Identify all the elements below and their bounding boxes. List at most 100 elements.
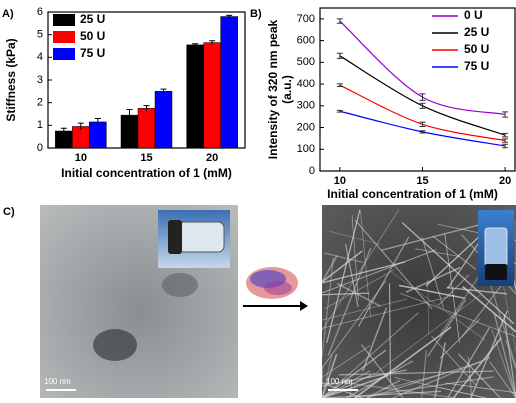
- fiber: [446, 286, 508, 295]
- fiber: [323, 252, 364, 264]
- bar: [89, 121, 107, 149]
- fiber: [489, 361, 516, 399]
- legend-label: 50 U: [80, 29, 105, 43]
- fiber: [321, 374, 389, 399]
- fiber: [321, 255, 338, 283]
- error-bar: [502, 138, 509, 143]
- axis-frame: [319, 7, 516, 172]
- legend-label: 25 U: [80, 12, 105, 26]
- x-axis-title: Initial concentration of 1 (mM): [61, 166, 232, 180]
- fiber: [458, 353, 501, 399]
- x-tick-label: 15: [416, 175, 428, 187]
- fiber: [366, 361, 482, 399]
- fiber: [321, 374, 372, 399]
- legend-swatch: [53, 48, 75, 60]
- fiber: [329, 230, 381, 245]
- legend-label: 50 U: [464, 42, 489, 56]
- fiber: [432, 235, 477, 270]
- fiber: [437, 274, 470, 306]
- bar: [220, 16, 238, 149]
- fiber: [398, 284, 466, 299]
- bar: [137, 108, 156, 149]
- fiber: [505, 339, 516, 369]
- x-tick-label: 15: [140, 152, 152, 164]
- y-tick-label: 700: [297, 13, 315, 25]
- y-tick-label: 3: [37, 74, 43, 86]
- fiber: [382, 372, 445, 391]
- error-bar: [502, 111, 509, 118]
- error-bar: [336, 109, 343, 113]
- y-axis-title: Stiffness (kPa): [4, 38, 18, 121]
- fiber: [503, 314, 516, 399]
- legend-label: 75 U: [464, 59, 489, 73]
- error-bar: [419, 121, 426, 127]
- fiber: [321, 298, 408, 321]
- y-axis-title: (a.u.): [280, 75, 294, 104]
- fiber: [327, 247, 372, 356]
- fiber: [360, 344, 404, 399]
- error-bar: [160, 88, 167, 94]
- fiber: [415, 248, 461, 257]
- y-tick-label: 500: [297, 56, 315, 68]
- fiber: [381, 224, 479, 251]
- legend-swatch: [53, 31, 75, 43]
- fiber: [447, 327, 490, 399]
- fiber: [452, 337, 502, 399]
- bar: [186, 44, 204, 149]
- fiber: [434, 342, 446, 399]
- fiber: [390, 271, 486, 341]
- error-bar: [143, 105, 150, 112]
- fiber: [324, 390, 442, 399]
- y-tick-label: 2: [37, 97, 43, 109]
- fiber: [392, 356, 491, 399]
- error-bar: [77, 122, 84, 130]
- vial-cap: [485, 264, 507, 280]
- x-tick-label: 10: [75, 152, 87, 164]
- fiber: [439, 318, 480, 359]
- fiber: [321, 370, 371, 399]
- panel-label: C): [3, 206, 15, 218]
- fiber: [400, 292, 516, 338]
- vial: [484, 227, 508, 267]
- y-tick-label: 6: [37, 6, 43, 18]
- fiber: [321, 250, 363, 283]
- scale-bar-label: 100 nm: [44, 377, 71, 386]
- fiber: [421, 236, 444, 308]
- legend-label: 0 U: [464, 8, 483, 22]
- fiber: [360, 210, 371, 318]
- enzyme: [246, 267, 298, 299]
- fiber: [336, 282, 382, 308]
- error-bar: [419, 93, 426, 101]
- fiber: [445, 382, 516, 394]
- fiber: [427, 279, 429, 335]
- y-tick-label: 400: [297, 78, 315, 90]
- fiber: [361, 307, 388, 372]
- vial: [177, 221, 225, 253]
- y-tick-label: 1: [37, 119, 43, 131]
- fiber: [321, 294, 455, 329]
- error-bar: [336, 83, 343, 87]
- vial-cap: [168, 220, 182, 254]
- fiber: [467, 356, 473, 399]
- fiber: [427, 299, 467, 357]
- y-tick-label: 4: [37, 51, 43, 63]
- error-bar: [419, 130, 426, 134]
- fiber: [345, 360, 414, 399]
- y-tick-label: 300: [297, 100, 315, 112]
- x-tick-label: 20: [206, 152, 218, 164]
- legend-label: 75 U: [80, 46, 105, 60]
- fiber: [321, 292, 370, 296]
- fiber: [321, 261, 406, 284]
- y-tick-label: 0: [309, 165, 315, 177]
- y-axis-title: Intensity of 320 nm peak: [266, 19, 280, 159]
- fiber: [388, 283, 392, 383]
- legend-swatch: [53, 14, 75, 26]
- fiber: [344, 244, 359, 308]
- fiber: [324, 269, 395, 310]
- error-bar: [336, 52, 343, 59]
- aggregate: [162, 273, 198, 297]
- panel-label: A): [2, 8, 14, 20]
- fiber: [354, 219, 433, 310]
- fiber: [493, 312, 516, 399]
- y-tick-label: 0: [37, 142, 43, 154]
